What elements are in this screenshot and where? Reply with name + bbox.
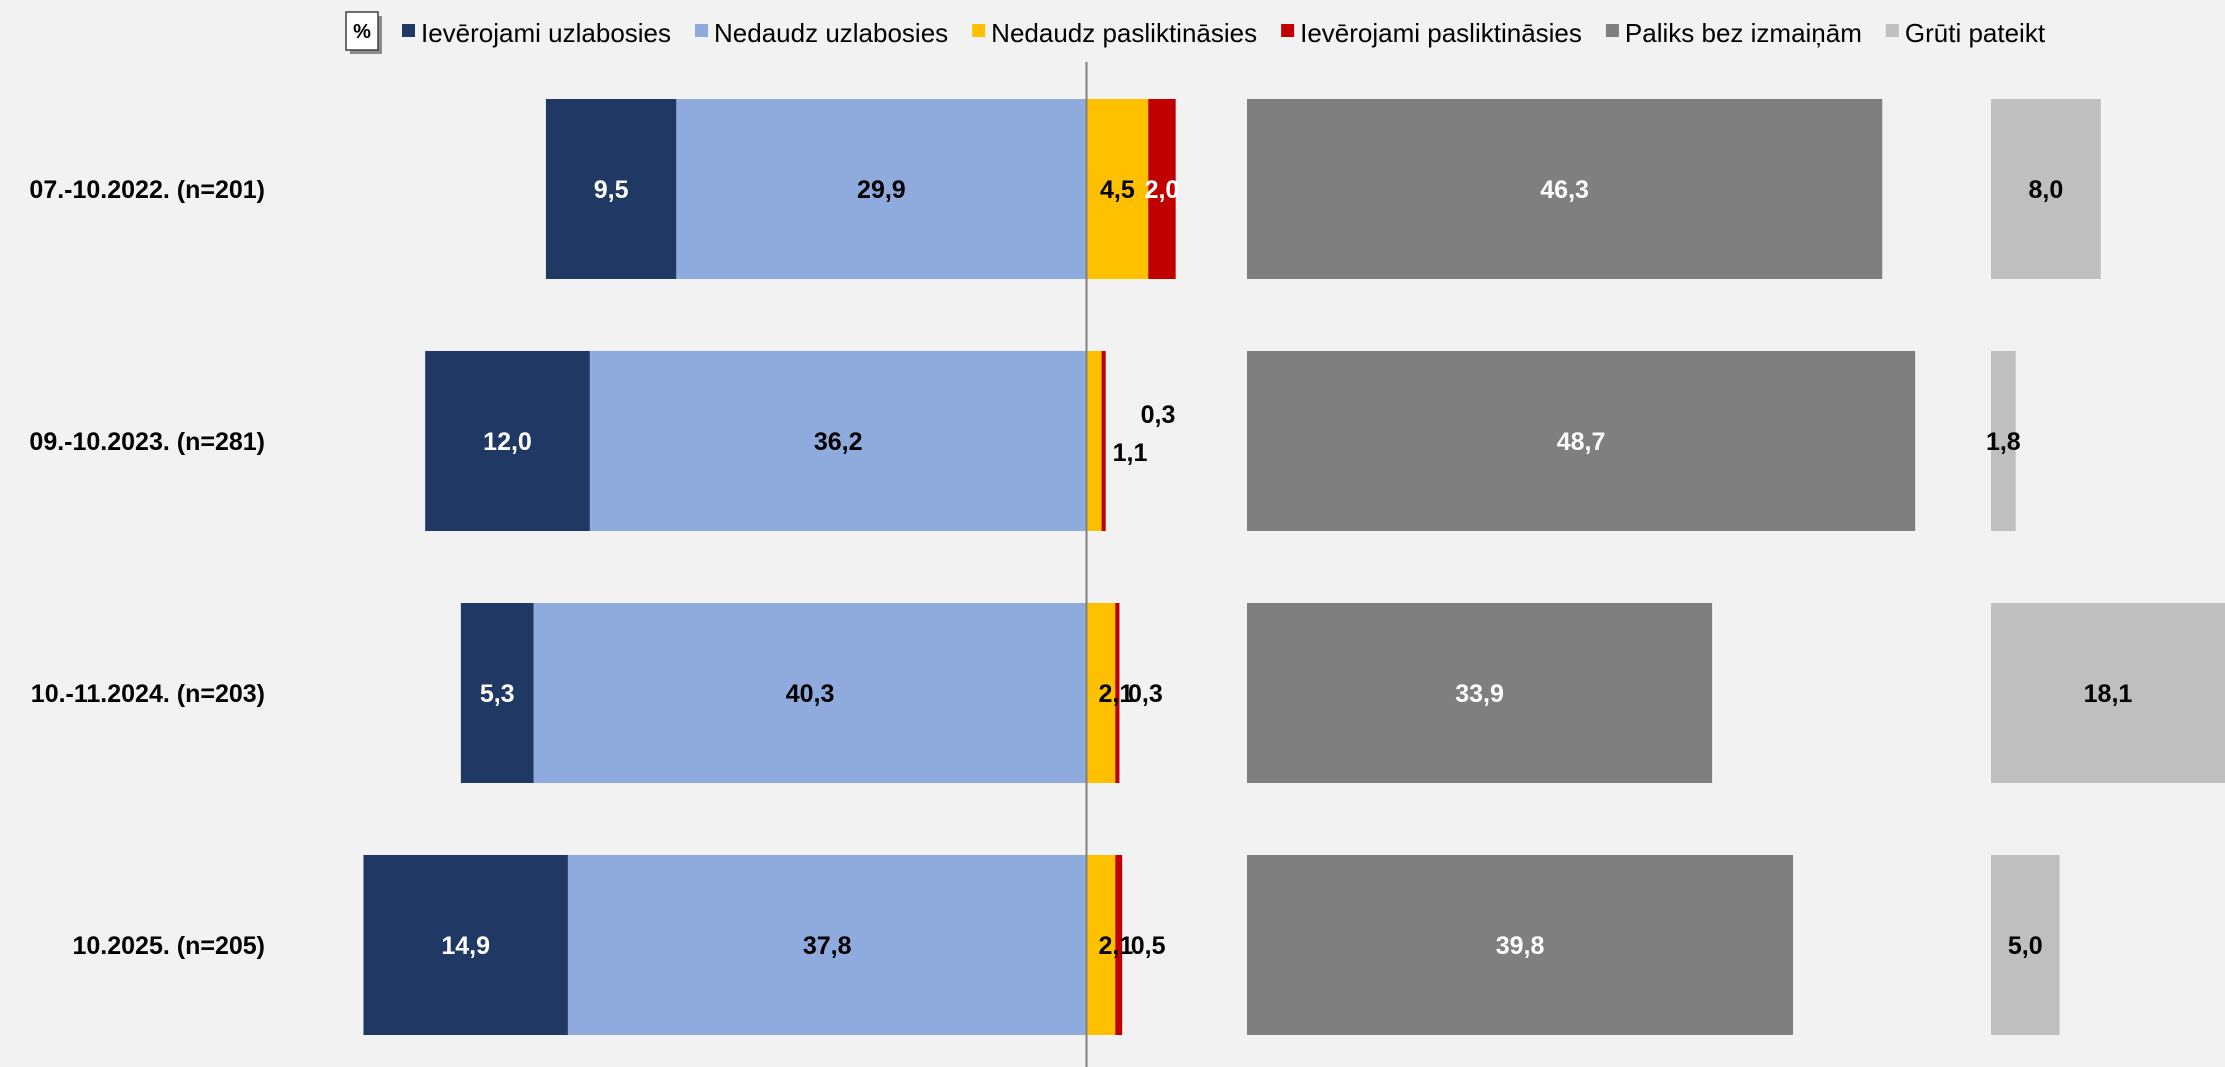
bar-nedaudz-pasliktinasies xyxy=(1086,99,1149,279)
bar-ieverojami-pasliktinasies xyxy=(1115,855,1123,1035)
bar-ieverojami-uzlabosies xyxy=(460,603,534,783)
data-label: 37,8 xyxy=(803,932,852,960)
data-label: 2,1 xyxy=(1099,932,1134,960)
legend-swatch xyxy=(402,24,415,37)
data-label: 0,5 xyxy=(1131,932,1166,960)
bar-nedaudz-pasliktinasies xyxy=(1086,351,1102,531)
legend: Ievērojami uzlabosies Nedaudz uzlabosies N… xyxy=(402,18,2046,48)
data-label: 4,5 xyxy=(1100,176,1135,204)
bar-nedaudz-uzlabosies xyxy=(589,351,1087,531)
bar-nedaudz-uzlabosies xyxy=(533,603,1087,783)
bar-ieverojami-pasliktinasies xyxy=(1101,351,1106,531)
data-label: 40,3 xyxy=(786,680,835,708)
data-label: 39,8 xyxy=(1496,932,1545,960)
data-label: 18,1 xyxy=(2084,680,2133,708)
bar-ieverojami-pasliktinasies xyxy=(1148,99,1176,279)
data-label: 1,8 xyxy=(1986,428,2021,456)
bar-nedaudz-pasliktinasies xyxy=(1086,603,1116,783)
legend-swatch xyxy=(1281,24,1295,37)
category-label: 10.-11.2024. (n=203) xyxy=(31,680,265,708)
legend-swatch xyxy=(972,24,986,37)
unit-label: % xyxy=(353,21,371,43)
legend-entry: Grūti pateikt xyxy=(1905,18,2046,48)
bar-ieverojami-pasliktinasies xyxy=(1115,603,1120,783)
data-label: 5,0 xyxy=(2008,932,2043,960)
data-label: 0,3 xyxy=(1128,680,1163,708)
legend-entry: Nedaudz pasliktināsies xyxy=(991,18,1257,48)
bar-nedaudz-pasliktinasies xyxy=(1086,855,1116,1035)
data-label: 1,1 xyxy=(1113,439,1148,467)
data-label: 36,2 xyxy=(814,428,863,456)
bar-gruti-pateikt xyxy=(1991,351,2016,531)
bar-gruti-pateikt xyxy=(1991,99,2101,279)
unit-badge: % xyxy=(345,11,382,54)
data-label: 2,0 xyxy=(1145,176,1180,204)
category-label: 07.-10.2022. (n=201) xyxy=(29,176,265,204)
bar-ieverojami-uzlabosies xyxy=(363,855,568,1035)
data-label: 9,5 xyxy=(594,176,629,204)
data-label: 8,0 xyxy=(2028,176,2063,204)
bar-nedaudz-uzlabosies xyxy=(567,855,1087,1035)
bar-ieverojami-uzlabosies xyxy=(545,99,677,279)
legend-entry: Paliks bez izmaiņām xyxy=(1625,18,1862,48)
bar-ieverojami-uzlabosies xyxy=(425,351,590,531)
category-label: 10.2025. (n=205) xyxy=(73,932,266,960)
data-label: 33,9 xyxy=(1455,680,1504,708)
bar-gruti-pateikt xyxy=(1991,603,2225,783)
category-label: 09.-10.2023. (n=281) xyxy=(29,428,265,456)
data-label: 29,9 xyxy=(857,176,906,204)
data-label: 14,9 xyxy=(441,932,490,960)
bar-paliks-bez-izmainam xyxy=(1247,351,1916,531)
bar-paliks-bez-izmainam xyxy=(1247,855,1794,1035)
data-label: 2,1 xyxy=(1099,680,1134,708)
legend-swatch xyxy=(1885,24,1899,37)
data-label: 48,7 xyxy=(1557,428,1606,456)
data-label: 12,0 xyxy=(483,428,532,456)
legend-entry: Nedaudz uzlabosies xyxy=(714,18,948,48)
legend-swatch xyxy=(1605,24,1619,37)
bar-paliks-bez-izmainam xyxy=(1247,603,1713,783)
bars: 29,9 9,5 4,5 2,0 46,3 8,0 36,2 12,0 0,3 1,1 48,7 1,… xyxy=(363,99,2225,1035)
bar-nedaudz-uzlabosies xyxy=(676,99,1087,279)
legend-swatch xyxy=(695,24,709,37)
category-labels: 07.-10.2022. (n=201) 09.-10.2023. (n=281)… xyxy=(29,176,265,960)
legend-entry: Ievērojami pasliktināsies xyxy=(1300,18,1582,48)
legend-entry: Ievērojami uzlabosies xyxy=(421,18,671,48)
data-label: 5,3 xyxy=(480,680,515,708)
bar-gruti-pateikt xyxy=(1991,855,2060,1035)
bar-paliks-bez-izmainam xyxy=(1247,99,1883,279)
data-label: 46,3 xyxy=(1540,176,1589,204)
data-label: 0,3 xyxy=(1141,401,1176,429)
